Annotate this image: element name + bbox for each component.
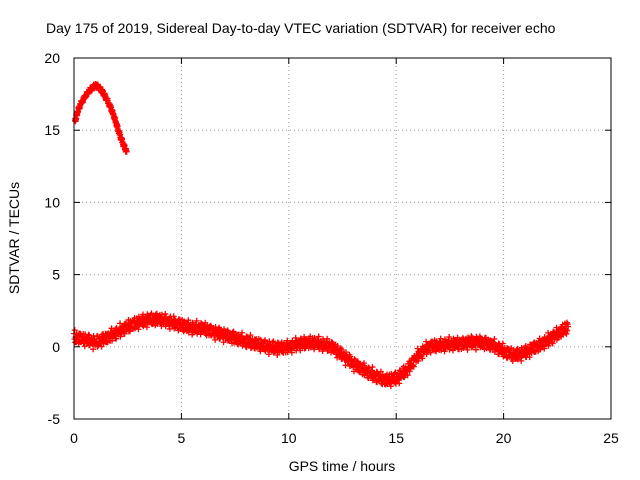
data-point bbox=[117, 333, 124, 340]
data-point bbox=[212, 336, 219, 343]
data-point bbox=[387, 383, 394, 390]
data-point bbox=[135, 326, 142, 333]
data-point bbox=[288, 349, 295, 356]
data-point bbox=[215, 324, 222, 331]
x-tick-label: 5 bbox=[178, 430, 186, 446]
data-point bbox=[239, 342, 246, 349]
data-point bbox=[391, 370, 398, 377]
y-tick-label: 15 bbox=[44, 122, 60, 138]
data-point bbox=[342, 362, 349, 369]
x-tick-label: 20 bbox=[496, 430, 512, 446]
data-point bbox=[410, 363, 417, 370]
data-point bbox=[541, 345, 548, 352]
data-point bbox=[324, 335, 331, 342]
data-point bbox=[468, 344, 475, 351]
data-point bbox=[131, 324, 138, 331]
plot-border bbox=[73, 57, 612, 420]
data-point bbox=[369, 364, 376, 371]
data-point bbox=[415, 357, 422, 364]
y-tick-label: 20 bbox=[44, 50, 60, 66]
x-tick-label: 15 bbox=[388, 430, 404, 446]
data-point bbox=[117, 320, 124, 327]
data-point bbox=[274, 351, 281, 358]
data-point bbox=[297, 347, 304, 354]
y-tick-label: 10 bbox=[44, 194, 60, 210]
data-point bbox=[207, 322, 214, 329]
data-point bbox=[269, 339, 276, 346]
data-point bbox=[423, 351, 430, 358]
data-point bbox=[499, 340, 506, 347]
data-point bbox=[446, 333, 453, 340]
data-point bbox=[262, 337, 269, 344]
data-point bbox=[518, 357, 525, 364]
data-point bbox=[338, 346, 345, 353]
data-point bbox=[170, 313, 177, 320]
data-point bbox=[162, 310, 169, 317]
data-point bbox=[537, 346, 544, 353]
data-point bbox=[351, 356, 358, 363]
data-point bbox=[143, 324, 150, 331]
data-point bbox=[342, 349, 349, 356]
data-point bbox=[71, 327, 78, 334]
data-point bbox=[500, 353, 507, 360]
data-point bbox=[113, 335, 120, 342]
x-tick-label: 0 bbox=[70, 430, 78, 446]
x-tick-label: 25 bbox=[603, 430, 619, 446]
data-point bbox=[109, 337, 116, 344]
data-point bbox=[270, 338, 277, 345]
data-point bbox=[464, 346, 471, 353]
data-point bbox=[334, 342, 341, 349]
data-point bbox=[166, 322, 173, 329]
data-point bbox=[220, 339, 227, 346]
data-point bbox=[404, 372, 411, 379]
data-point bbox=[545, 329, 552, 336]
y-tick-label: 5 bbox=[52, 267, 60, 283]
data-point bbox=[284, 337, 291, 344]
x-tick-label: 10 bbox=[281, 430, 297, 446]
data-point bbox=[123, 148, 130, 155]
data-point bbox=[563, 330, 570, 337]
data-point bbox=[549, 340, 556, 347]
data-point bbox=[449, 347, 456, 354]
data-point bbox=[396, 380, 403, 387]
data-point bbox=[564, 327, 571, 334]
data-point bbox=[185, 317, 192, 324]
data-point bbox=[90, 346, 97, 353]
chart-title: Day 175 of 2019, Sidereal Day-to-day VTE… bbox=[46, 20, 556, 36]
data-point bbox=[360, 360, 367, 367]
data-point bbox=[193, 317, 200, 324]
axis-ticks: 0 5 10 15 20 25 -5 0 5 10 15 20 bbox=[44, 50, 619, 446]
data-point bbox=[265, 351, 272, 358]
data-point bbox=[565, 323, 572, 330]
y-axis-label: SDTVAR / TECUs bbox=[6, 182, 22, 294]
data-point bbox=[472, 346, 479, 353]
grid-lines bbox=[74, 58, 611, 419]
data-point bbox=[243, 344, 250, 351]
data-point bbox=[491, 336, 498, 343]
data-points bbox=[71, 81, 572, 390]
y-tick-label: 0 bbox=[52, 339, 60, 355]
data-point bbox=[396, 367, 403, 374]
data-point bbox=[406, 368, 413, 375]
data-point bbox=[247, 332, 254, 339]
y-tick-label: -5 bbox=[48, 411, 61, 427]
data-point bbox=[239, 329, 246, 336]
data-point bbox=[292, 334, 299, 341]
data-point bbox=[445, 337, 452, 344]
data-point bbox=[526, 354, 533, 361]
data-point bbox=[419, 355, 426, 362]
data-point bbox=[261, 338, 268, 345]
data-point bbox=[460, 344, 467, 351]
data-point bbox=[121, 330, 128, 337]
data-point bbox=[224, 327, 231, 334]
data-point bbox=[545, 342, 552, 349]
data-point bbox=[315, 333, 322, 340]
data-point bbox=[347, 353, 354, 360]
data-point bbox=[85, 331, 92, 338]
x-axis-label: GPS time / hours bbox=[289, 458, 396, 474]
